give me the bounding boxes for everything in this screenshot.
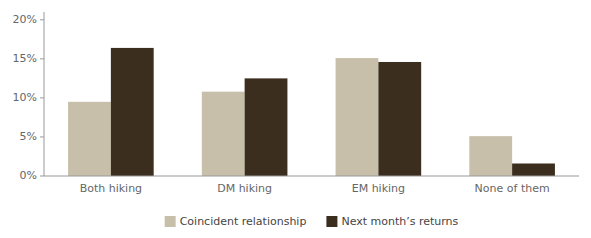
- y-tick-label: 10%: [13, 91, 37, 104]
- x-axis-line: [44, 176, 579, 177]
- legend-swatch: [326, 216, 337, 227]
- y-tick: [40, 97, 44, 98]
- x-tick-label: DM hiking: [217, 182, 272, 195]
- y-tick-label: 0%: [20, 169, 37, 182]
- bar: [202, 92, 245, 176]
- legend-swatch: [165, 216, 176, 227]
- bar: [469, 136, 512, 176]
- bar: [111, 48, 154, 176]
- bar: [378, 62, 421, 176]
- legend-label: Next month’s returns: [341, 215, 458, 228]
- y-tick: [40, 19, 44, 20]
- x-tick-label: None of them: [475, 182, 550, 195]
- chart: 0% 5% 10% 15% 20% Both hiking DM hiking EM hiki…: [0, 0, 591, 238]
- legend: Coincident relationship Next month’s retu…: [165, 215, 459, 228]
- y-tick-label: 20%: [13, 13, 37, 26]
- legend-label: Coincident relationship: [180, 215, 307, 228]
- bars: [68, 48, 555, 176]
- y-tick-label: 5%: [20, 130, 37, 143]
- bar: [512, 164, 555, 176]
- y-axis-line: [44, 12, 45, 176]
- y-tick: [40, 58, 44, 59]
- y-tick: [40, 176, 44, 177]
- bar: [245, 78, 288, 176]
- y-tick-label: 15%: [13, 52, 37, 65]
- y-tick: [40, 136, 44, 137]
- bar: [68, 102, 111, 176]
- bar: [336, 58, 379, 176]
- x-tick-label: Both hiking: [80, 182, 142, 195]
- x-tick-label: EM hiking: [352, 182, 405, 195]
- chart-container: 0% 5% 10% 15% 20% Both hiking DM hiking EM hiki…: [0, 0, 591, 238]
